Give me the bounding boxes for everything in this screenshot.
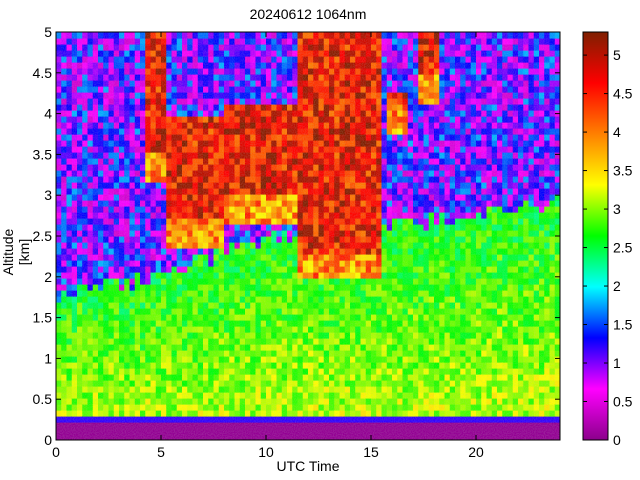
chart-title: 20240612 1064nm xyxy=(249,6,367,22)
heatmap-area xyxy=(56,32,560,440)
x-axis-label: UTC Time xyxy=(276,458,340,474)
